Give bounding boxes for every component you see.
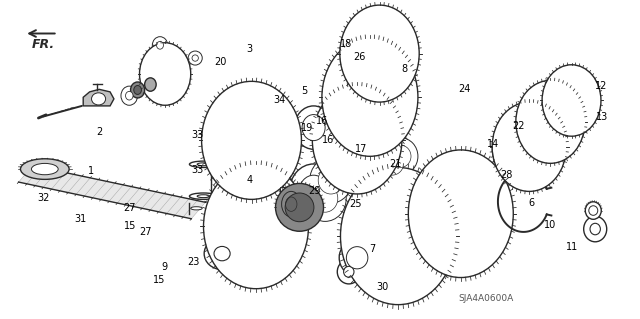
- Text: 33: 33: [191, 165, 204, 175]
- Ellipse shape: [408, 150, 513, 278]
- Ellipse shape: [197, 163, 210, 166]
- Text: 6: 6: [529, 197, 535, 208]
- Ellipse shape: [585, 202, 602, 219]
- Bar: [280, 187, 303, 222]
- Text: 21: 21: [389, 159, 402, 169]
- Text: 17: 17: [355, 144, 368, 154]
- Text: 12: 12: [595, 81, 608, 91]
- Text: 19: 19: [301, 122, 314, 133]
- Ellipse shape: [285, 193, 314, 222]
- Ellipse shape: [590, 223, 600, 235]
- Ellipse shape: [589, 206, 598, 215]
- Polygon shape: [83, 89, 114, 106]
- Ellipse shape: [192, 55, 198, 61]
- Text: 10: 10: [544, 220, 557, 230]
- Text: 9: 9: [161, 262, 168, 272]
- Ellipse shape: [188, 51, 202, 65]
- Text: 20: 20: [214, 57, 227, 67]
- Ellipse shape: [131, 82, 145, 98]
- Ellipse shape: [373, 142, 412, 183]
- Text: 27: 27: [123, 203, 136, 213]
- Ellipse shape: [390, 145, 411, 167]
- Ellipse shape: [310, 157, 352, 203]
- Ellipse shape: [134, 85, 141, 94]
- Ellipse shape: [584, 216, 607, 242]
- Text: 15: 15: [124, 221, 136, 232]
- Ellipse shape: [191, 207, 202, 210]
- Ellipse shape: [340, 5, 419, 102]
- Text: 24: 24: [458, 84, 470, 94]
- Text: 29: 29: [308, 186, 321, 197]
- Text: 22: 22: [512, 121, 525, 131]
- Text: 16: 16: [322, 135, 335, 145]
- Ellipse shape: [125, 92, 133, 100]
- Ellipse shape: [92, 93, 106, 105]
- Text: 7: 7: [369, 244, 376, 254]
- Ellipse shape: [189, 161, 218, 167]
- Text: 13: 13: [595, 112, 608, 122]
- Ellipse shape: [214, 247, 230, 261]
- Ellipse shape: [189, 193, 218, 199]
- Ellipse shape: [145, 78, 156, 91]
- Ellipse shape: [340, 167, 456, 305]
- Ellipse shape: [204, 238, 240, 270]
- Ellipse shape: [302, 115, 325, 141]
- Ellipse shape: [344, 266, 354, 277]
- Ellipse shape: [339, 239, 375, 276]
- Ellipse shape: [312, 185, 338, 212]
- Ellipse shape: [318, 167, 344, 194]
- Text: 25: 25: [349, 199, 362, 209]
- Text: 31: 31: [74, 213, 87, 224]
- Ellipse shape: [542, 65, 601, 136]
- Text: 30: 30: [376, 282, 388, 292]
- Text: FR.: FR.: [31, 38, 54, 51]
- Ellipse shape: [383, 138, 418, 175]
- Ellipse shape: [152, 37, 168, 54]
- Text: 4: 4: [246, 175, 253, 185]
- Text: 26: 26: [353, 52, 366, 62]
- Ellipse shape: [492, 102, 566, 191]
- Ellipse shape: [499, 138, 521, 162]
- Ellipse shape: [304, 175, 346, 221]
- Ellipse shape: [381, 150, 404, 175]
- Text: 32: 32: [37, 193, 50, 203]
- Ellipse shape: [121, 86, 138, 105]
- Ellipse shape: [289, 164, 338, 220]
- Text: 14: 14: [486, 139, 499, 149]
- Ellipse shape: [299, 175, 328, 209]
- Text: 15: 15: [152, 275, 165, 285]
- Ellipse shape: [294, 106, 333, 149]
- Ellipse shape: [197, 195, 210, 198]
- Ellipse shape: [140, 43, 191, 105]
- Text: 34: 34: [273, 94, 285, 105]
- Ellipse shape: [346, 247, 368, 269]
- Ellipse shape: [204, 164, 308, 289]
- Text: 27: 27: [140, 227, 152, 237]
- Ellipse shape: [275, 183, 324, 231]
- Ellipse shape: [157, 41, 163, 49]
- Ellipse shape: [492, 130, 528, 170]
- Ellipse shape: [322, 38, 418, 156]
- Ellipse shape: [337, 260, 360, 284]
- Text: 1: 1: [88, 166, 94, 176]
- Text: 8: 8: [401, 63, 408, 74]
- Text: 5: 5: [301, 86, 307, 96]
- Ellipse shape: [516, 80, 585, 163]
- Text: 11: 11: [566, 242, 579, 252]
- Ellipse shape: [202, 81, 301, 199]
- Ellipse shape: [312, 85, 402, 194]
- Text: 3: 3: [246, 44, 253, 55]
- Text: 28: 28: [500, 170, 513, 180]
- Ellipse shape: [31, 163, 58, 175]
- Text: 18: 18: [339, 39, 352, 49]
- Text: 23: 23: [187, 257, 200, 267]
- Ellipse shape: [345, 159, 369, 186]
- Text: 2: 2: [96, 127, 102, 137]
- Ellipse shape: [337, 150, 378, 195]
- Text: SJA4A0600A: SJA4A0600A: [459, 294, 514, 303]
- Ellipse shape: [20, 159, 69, 179]
- Polygon shape: [19, 166, 205, 219]
- Text: 33: 33: [191, 130, 204, 140]
- Text: 16: 16: [316, 115, 329, 126]
